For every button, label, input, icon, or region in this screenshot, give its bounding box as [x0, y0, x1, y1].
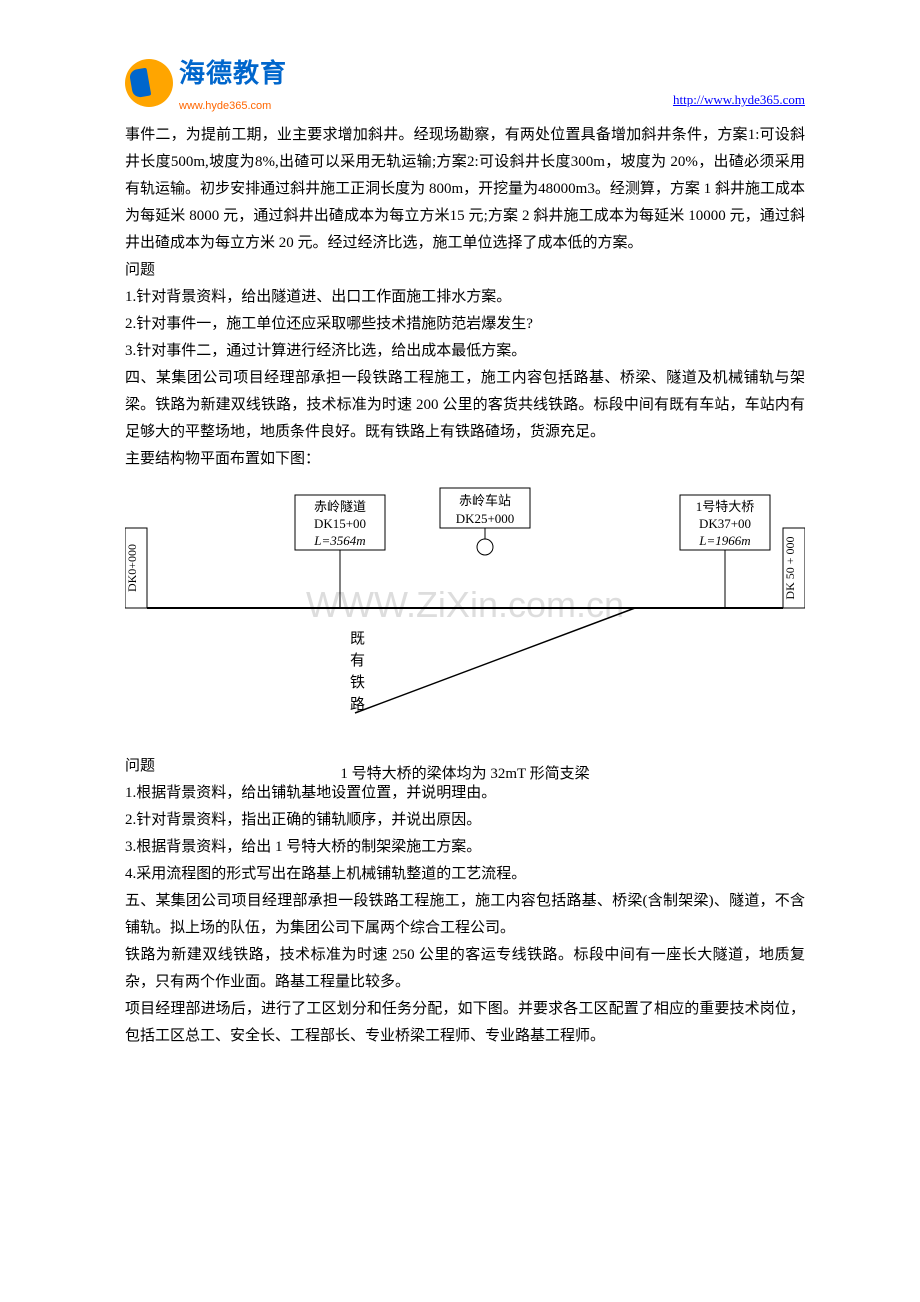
station-circle: [477, 539, 493, 555]
paragraph-q2: 2.针对事件一，施工单位还应采取哪些技术措施防范岩爆发生?: [125, 311, 805, 338]
logo-text-block: 海德教育 www.hyde365.com: [179, 50, 287, 117]
railway-diagram: WWW.ZiXin.com.cn DK0+000 DK 50 + 000 赤岭隧…: [125, 483, 805, 743]
paragraph-question-heading: 问题: [125, 257, 805, 284]
diagram-container: WWW.ZiXin.com.cn DK0+000 DK 50 + 000 赤岭隧…: [125, 483, 805, 743]
paragraph-event2: 事件二，为提前工期，业主要求增加斜井。经现场勘察，有两处位置具备增加斜井条件，方…: [125, 122, 805, 257]
paragraph-q1: 1.针对背景资料，给出隧道进、出口工作面施工排水方案。: [125, 284, 805, 311]
page-header: 海德教育 www.hyde365.com http://www.hyde365.…: [125, 50, 805, 117]
paragraph-q3: 3.针对事件二，通过计算进行经济比选，给出成本最低方案。: [125, 338, 805, 365]
paragraph-s4-q2: 2.针对背景资料，指出正确的铺轨顺序，并说出原因。: [125, 807, 805, 834]
tunnel-label-3: L=3564m: [313, 533, 365, 548]
logo: 海德教育 www.hyde365.com: [125, 50, 287, 117]
paragraph-s5-p2: 铁路为新建双线铁路，技术标准为时速 250 公里的客运专线铁路。标段中间有一座长…: [125, 942, 805, 996]
station-label-1: 赤岭车站: [459, 493, 511, 508]
existing-railway-char3: 铁: [350, 674, 365, 691]
paragraph-section4: 四、某集团公司项目经理部承担一段铁路工程施工，施工内容包括路基、桥梁、隧道及机械…: [125, 365, 805, 446]
logo-area: 海德教育 www.hyde365.com: [125, 50, 287, 117]
document-content: 事件二，为提前工期，业主要求增加斜井。经现场勘察，有两处位置具备增加斜井条件，方…: [125, 122, 805, 1050]
logo-url-small: www.hyde365.com: [179, 97, 287, 117]
bridge-label-1: 1号特大桥: [696, 499, 755, 514]
left-label-text: DK0+000: [125, 544, 139, 592]
existing-railway-line: [355, 608, 635, 713]
diagram-svg: DK0+000 DK 50 + 000 赤岭隧道 DK15+00 L=3564m…: [125, 483, 805, 743]
existing-railway-char1: 既: [350, 631, 365, 647]
diagram-caption: 1 号特大桥的梁体均为 32mT 形简支梁: [125, 761, 805, 788]
paragraph-s5-p3: 项目经理部进场后，进行了工区划分和任务分配，如下图。并要求各工区配置了相应的重要…: [125, 996, 805, 1050]
bridge-label-2: DK37+00: [699, 516, 751, 531]
tunnel-label-2: DK15+00: [314, 516, 366, 531]
bridge-label-3: L=1966m: [698, 533, 750, 548]
existing-railway-char2: 有: [350, 652, 365, 669]
paragraph-section5: 五、某集团公司项目经理部承担一段铁路工程施工，施工内容包括路基、桥梁(含制架梁)…: [125, 888, 805, 942]
paragraph-s4-q4: 4.采用流程图的形式写出在路基上机械铺轨整道的工艺流程。: [125, 861, 805, 888]
right-label-text: DK 50 + 000: [783, 536, 797, 599]
station-label-2: DK25+000: [456, 511, 515, 526]
header-url-link[interactable]: http://www.hyde365.com: [673, 88, 805, 111]
tunnel-label-1: 赤岭隧道: [314, 499, 366, 514]
paragraph-s4-q3: 3.根据背景资料，给出 1 号特大桥的制架梁施工方案。: [125, 834, 805, 861]
logo-icon: [125, 59, 173, 107]
paragraph-diagram-intro: 主要结构物平面布置如下图：: [125, 446, 805, 473]
existing-railway-char4: 路: [350, 696, 365, 713]
logo-chinese: 海德教育: [179, 50, 287, 97]
